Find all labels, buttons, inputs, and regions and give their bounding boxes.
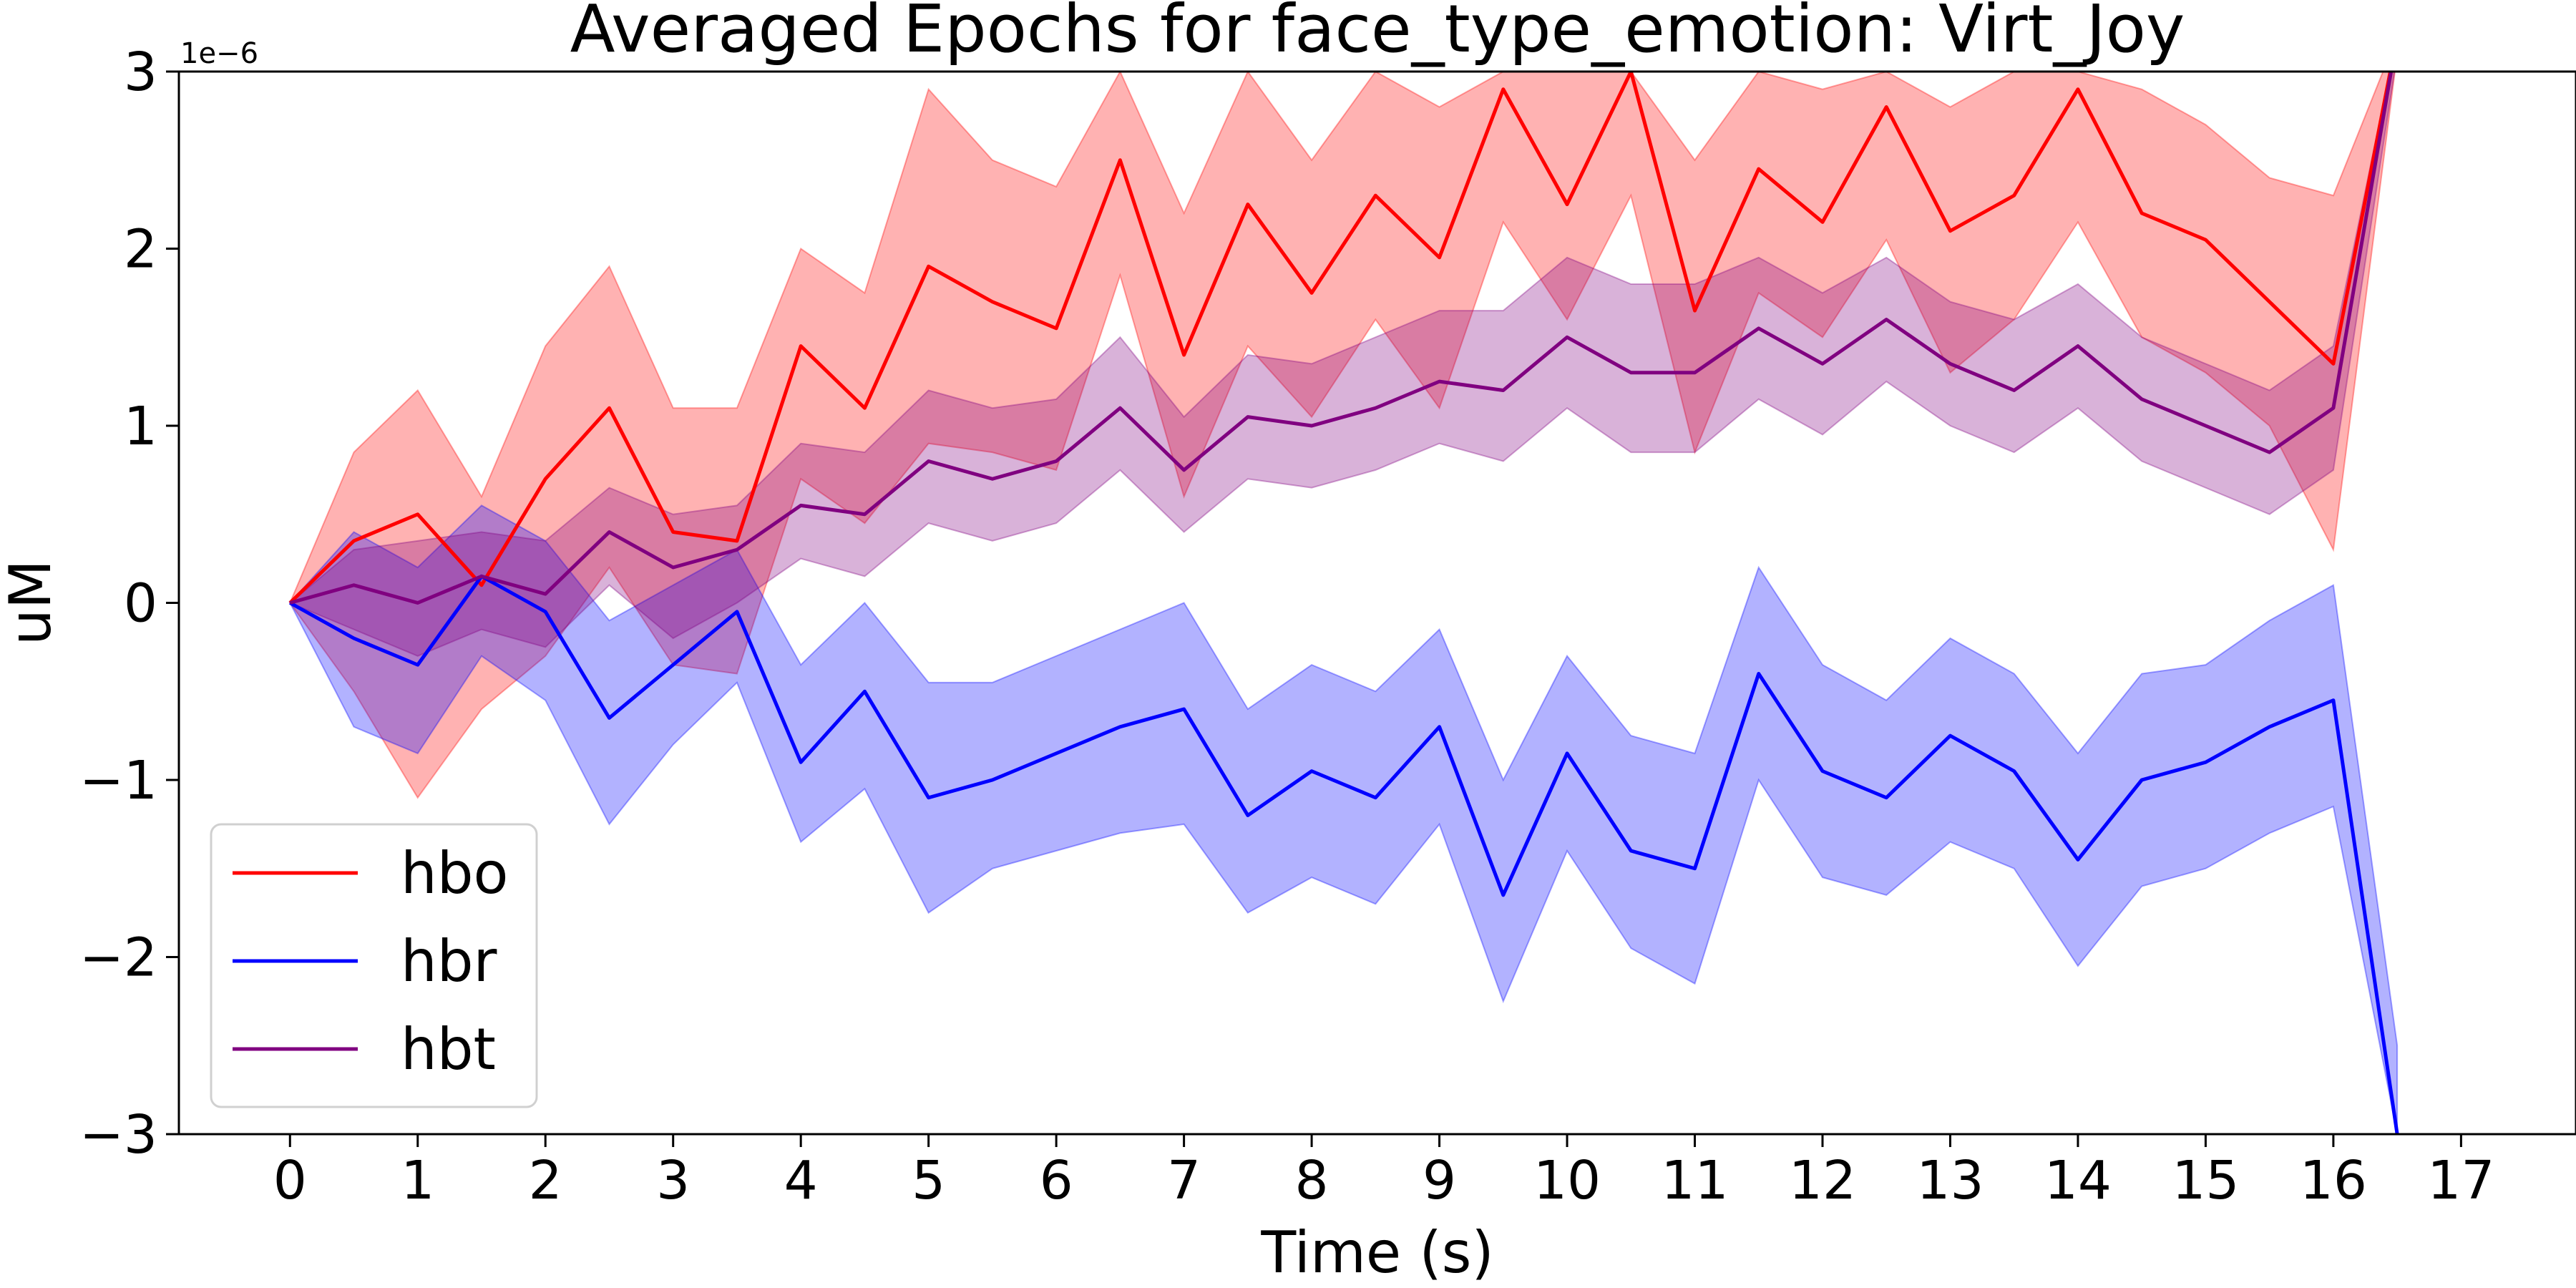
band-hbt [288,72,2396,657]
x-tick-label: 17 [2427,1150,2494,1211]
legend-label-hbo: hbo [401,840,508,907]
x-tick-label: 15 [2172,1150,2239,1211]
chart-title: Averaged Epochs for face_type_emotion: V… [570,0,2185,67]
y-offset-label: 1e−6 [180,37,258,70]
line-hbo [288,72,2393,605]
band-hbr [289,504,2399,1134]
y-axis-label: uM [0,560,64,645]
y-tick-label: 1 [124,396,157,457]
legend-label-hbt: hbt [401,1016,496,1083]
legend-label-hbr: hbr [401,928,497,995]
x-tick-label: 7 [1167,1150,1201,1211]
series-lines [288,72,2399,1134]
x-tick-label: 14 [2044,1150,2112,1211]
line-hbt [289,72,2394,605]
x-tick-label: 9 [1423,1150,1456,1211]
legend-box [210,823,538,1108]
y-tick-label: −3 [79,1104,157,1166]
x-tick-label: 3 [656,1150,690,1211]
x-tick-label: 2 [529,1150,562,1211]
y-axis: −3 −2 −1 0 1 2 3 [79,42,179,1166]
x-tick-label: 16 [2300,1150,2367,1211]
x-tick-label: 5 [912,1150,945,1211]
x-tick-label: 0 [273,1150,307,1211]
band-hbo [289,72,2396,799]
x-tick-label: 8 [1295,1150,1329,1211]
y-tick-label: −2 [79,927,157,989]
x-tick-label: 13 [1916,1150,1984,1211]
x-tick-label: 4 [784,1150,818,1211]
x-tick-label: 11 [1661,1150,1728,1211]
x-tick-label: 12 [1789,1150,1856,1211]
y-tick-label: 3 [124,42,157,103]
x-axis-label: Time (s) [1260,1219,1493,1286]
x-axis: 0 1 2 3 4 5 6 7 8 9 10 11 12 13 14 15 16 17 [273,1134,2494,1211]
y-tick-label: 2 [124,219,157,280]
line-hbr [289,574,2399,1134]
y-tick-label: −1 [79,750,157,811]
x-tick-label: 1 [401,1150,434,1211]
x-tick-label: 10 [1533,1150,1601,1211]
x-tick-label: 6 [1040,1150,1073,1211]
confidence-bands [288,72,2399,1134]
legend: hbo hbr hbt [210,823,538,1108]
y-tick-label: 0 [124,573,157,635]
